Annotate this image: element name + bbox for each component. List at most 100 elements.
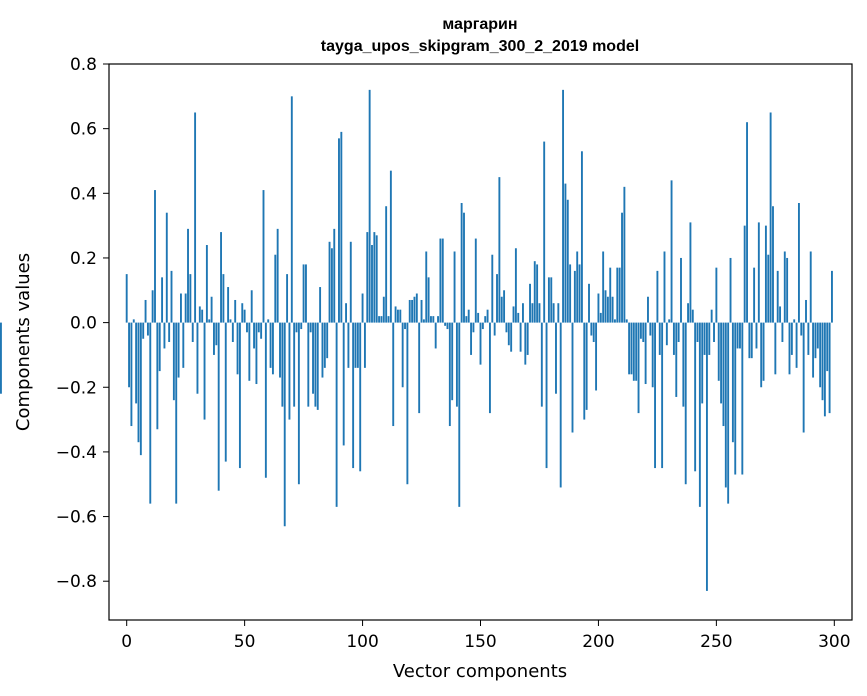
bar bbox=[385, 206, 388, 323]
bar bbox=[823, 322, 826, 417]
bar bbox=[413, 296, 416, 323]
bar bbox=[314, 322, 317, 407]
bar bbox=[382, 296, 385, 323]
bar bbox=[691, 309, 694, 323]
y-tick-label: −0.2 bbox=[56, 378, 97, 398]
bar bbox=[552, 303, 555, 323]
bar bbox=[196, 322, 199, 394]
bar bbox=[368, 89, 371, 323]
bar bbox=[654, 322, 656, 469]
bar bbox=[375, 235, 378, 323]
bar bbox=[729, 257, 732, 323]
bar bbox=[609, 267, 612, 323]
bar bbox=[472, 322, 475, 333]
x-tick-label: 100 bbox=[346, 632, 378, 652]
bar bbox=[172, 322, 175, 401]
bar bbox=[755, 322, 758, 349]
bar bbox=[297, 322, 300, 485]
bar bbox=[187, 228, 189, 323]
bar bbox=[404, 322, 406, 330]
bar bbox=[512, 306, 515, 323]
bar bbox=[493, 322, 496, 336]
bar bbox=[415, 293, 418, 323]
bar bbox=[453, 251, 456, 323]
bar bbox=[658, 322, 661, 355]
bar bbox=[446, 322, 449, 330]
bar bbox=[0, 322, 2, 394]
bar bbox=[170, 270, 173, 323]
bar bbox=[576, 251, 579, 323]
bar bbox=[189, 274, 192, 323]
bar bbox=[774, 322, 777, 375]
y-tick-label: 0.2 bbox=[70, 249, 97, 269]
bar bbox=[486, 309, 489, 323]
bar bbox=[455, 322, 458, 407]
bar bbox=[307, 322, 310, 407]
bar bbox=[651, 322, 654, 388]
bar bbox=[180, 293, 182, 323]
chart-subtitle-text: tayga_upos_skipgram_300_2_2019 model bbox=[321, 38, 639, 55]
bar bbox=[255, 322, 258, 385]
bar bbox=[531, 303, 534, 323]
bar bbox=[156, 322, 159, 430]
bar bbox=[564, 183, 567, 323]
bar bbox=[250, 290, 253, 323]
bar bbox=[302, 264, 305, 323]
bar bbox=[269, 322, 272, 368]
bar bbox=[366, 232, 369, 323]
bar bbox=[529, 283, 531, 323]
bar bbox=[753, 267, 756, 323]
bar bbox=[321, 322, 324, 378]
bar bbox=[675, 322, 678, 397]
bar bbox=[630, 322, 633, 375]
bar bbox=[477, 312, 480, 323]
bar bbox=[215, 322, 218, 346]
bar bbox=[595, 322, 598, 391]
bar bbox=[422, 319, 425, 323]
bar bbox=[349, 241, 352, 323]
x-axis-label: Vector components bbox=[393, 661, 567, 682]
bar bbox=[769, 112, 772, 323]
bar bbox=[807, 322, 810, 355]
bar bbox=[194, 112, 197, 323]
bar bbox=[739, 322, 741, 349]
bar bbox=[135, 322, 138, 404]
bar bbox=[571, 322, 574, 433]
bar bbox=[460, 203, 463, 323]
bar bbox=[441, 238, 444, 323]
bar bbox=[540, 322, 543, 407]
bar bbox=[319, 287, 322, 323]
bar bbox=[715, 267, 718, 323]
bar bbox=[210, 296, 213, 323]
bar bbox=[661, 322, 664, 469]
bar bbox=[694, 322, 697, 472]
y-tick-label: 0.8 bbox=[70, 55, 97, 75]
bar bbox=[727, 322, 730, 504]
bar bbox=[831, 270, 833, 323]
bar bbox=[323, 322, 326, 368]
bar bbox=[488, 322, 491, 414]
bar bbox=[359, 322, 362, 472]
bar bbox=[517, 312, 520, 323]
x-tick-label: 150 bbox=[464, 632, 496, 652]
x-tick-label: 250 bbox=[700, 632, 732, 652]
bar bbox=[547, 277, 550, 323]
bar bbox=[519, 322, 522, 352]
bar bbox=[621, 212, 623, 323]
bar bbox=[585, 322, 588, 410]
bar bbox=[731, 322, 734, 443]
bar bbox=[290, 96, 293, 323]
bar bbox=[241, 303, 244, 323]
bar bbox=[795, 322, 798, 368]
bar bbox=[139, 322, 142, 456]
bar bbox=[158, 322, 161, 372]
bar bbox=[238, 322, 241, 469]
bar bbox=[507, 322, 510, 346]
bar bbox=[418, 322, 421, 414]
bar bbox=[701, 322, 704, 404]
chart-title: маргарин tayga_upos_skipgram_300_2_2019 … bbox=[321, 16, 639, 55]
bar bbox=[682, 322, 685, 407]
bar bbox=[316, 322, 319, 410]
bar bbox=[772, 206, 774, 323]
bar bbox=[687, 303, 690, 323]
